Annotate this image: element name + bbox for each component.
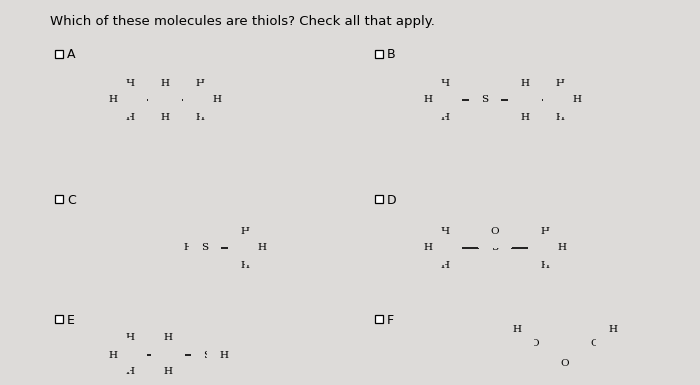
Text: Which of these molecules are thiols? Check all that apply.: Which of these molecules are thiols? Che… xyxy=(50,15,435,28)
Bar xyxy=(375,50,383,58)
Text: H: H xyxy=(521,79,529,87)
Text: H: H xyxy=(440,79,449,87)
Text: C: C xyxy=(126,95,134,104)
Text: C: C xyxy=(441,95,449,104)
Text: H: H xyxy=(220,350,228,360)
Text: H: H xyxy=(164,333,172,343)
Text: O: O xyxy=(561,358,569,368)
Text: H: H xyxy=(125,79,134,87)
Text: H: H xyxy=(125,112,134,122)
Text: H: H xyxy=(521,112,529,122)
Bar xyxy=(55,315,63,323)
Text: S: S xyxy=(202,243,209,253)
Bar xyxy=(55,195,63,203)
Bar xyxy=(375,195,383,203)
Text: S: S xyxy=(482,95,489,104)
Text: H: H xyxy=(540,261,550,270)
Text: F: F xyxy=(387,313,394,326)
Text: H: H xyxy=(608,325,617,333)
Text: H: H xyxy=(195,79,204,87)
Text: C: C xyxy=(164,350,172,360)
Text: H: H xyxy=(440,226,449,236)
Text: C: C xyxy=(161,95,169,104)
Text: H: H xyxy=(241,226,249,236)
Text: H: H xyxy=(164,368,172,377)
Text: O: O xyxy=(531,338,539,348)
Text: C: C xyxy=(126,350,134,360)
Text: O: O xyxy=(491,226,499,236)
Text: H: H xyxy=(213,95,221,104)
Text: H: H xyxy=(125,368,134,377)
Text: H: H xyxy=(424,95,433,104)
Text: H: H xyxy=(440,112,449,122)
Text: S: S xyxy=(204,350,211,360)
Text: H: H xyxy=(195,112,204,122)
Text: H: H xyxy=(573,95,582,104)
Text: C: C xyxy=(441,243,449,253)
Text: A: A xyxy=(67,49,76,62)
Text: H: H xyxy=(557,243,566,253)
Text: C: C xyxy=(67,194,76,206)
Text: H: H xyxy=(160,112,169,122)
Text: D: D xyxy=(387,194,397,206)
Text: H: H xyxy=(108,350,118,360)
Bar xyxy=(55,50,63,58)
Text: C: C xyxy=(196,95,204,104)
Text: H: H xyxy=(108,95,118,104)
Text: H: H xyxy=(556,79,564,87)
Text: O: O xyxy=(591,338,599,348)
Text: H: H xyxy=(241,261,249,270)
Text: C: C xyxy=(541,243,549,253)
Text: H: H xyxy=(183,243,192,253)
Text: H: H xyxy=(258,243,267,253)
Text: H: H xyxy=(424,243,433,253)
Text: C: C xyxy=(521,95,529,104)
Text: E: E xyxy=(67,313,75,326)
Text: S: S xyxy=(491,243,498,253)
Text: C: C xyxy=(241,243,249,253)
Bar xyxy=(375,315,383,323)
Text: C: C xyxy=(556,95,564,104)
Text: H: H xyxy=(440,261,449,270)
Text: H: H xyxy=(160,79,169,87)
Text: B: B xyxy=(387,49,395,62)
Text: H: H xyxy=(512,325,522,333)
Text: H: H xyxy=(125,333,134,343)
Text: H: H xyxy=(540,226,550,236)
Text: H: H xyxy=(556,112,564,122)
